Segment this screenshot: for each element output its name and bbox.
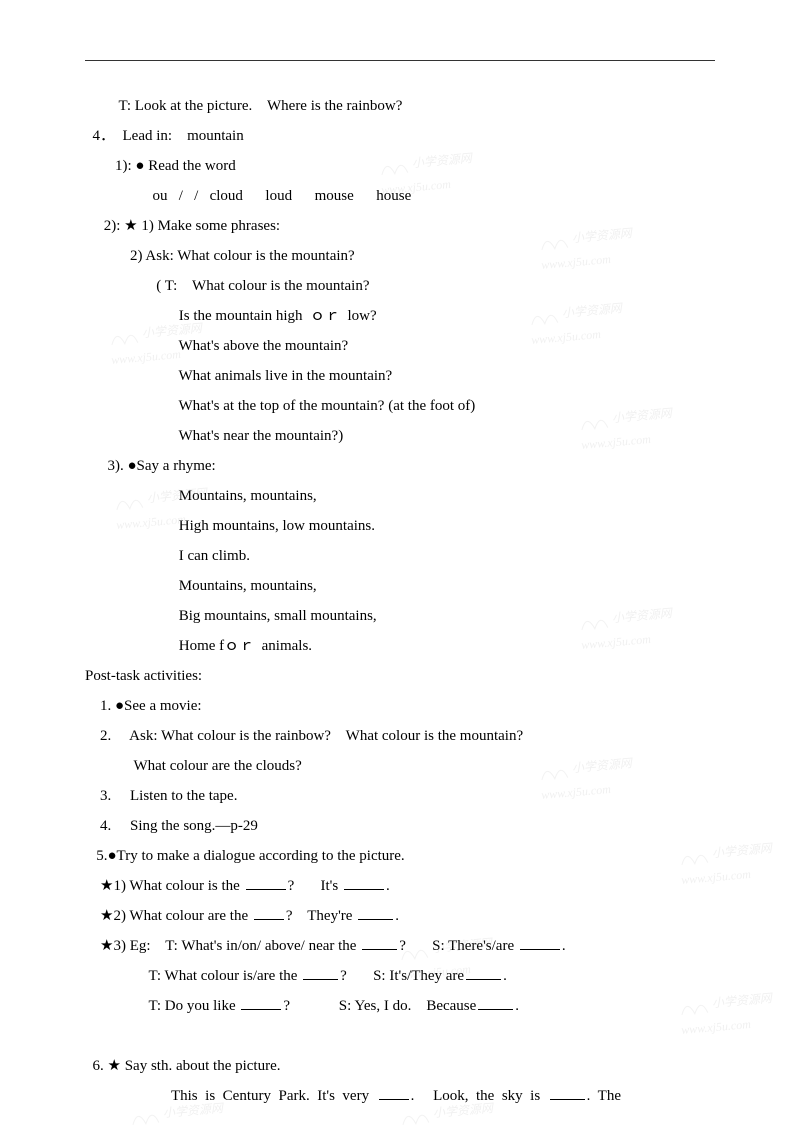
content-line: Mountains, mountains, — [85, 571, 715, 601]
top-border — [85, 60, 715, 61]
blank-fill — [254, 919, 284, 920]
blank-fill — [303, 979, 338, 980]
text-segment: . The — [587, 1088, 621, 1104]
content-line: Home fｏｒ animals. — [85, 631, 715, 661]
text-segment: ? S: There's/are — [399, 938, 518, 954]
text-segment: ? S: It's/They are — [340, 968, 464, 984]
text-segment: . Look, the sky is — [411, 1088, 548, 1104]
content-line: ★2) What colour are the ? They're . — [85, 901, 715, 931]
content-line: 1): ● Read the word — [85, 151, 715, 181]
content-line: T: Look at the picture. Where is the rai… — [85, 91, 715, 121]
content-line: 4. Sing the song.—p-29 — [85, 811, 715, 841]
text-segment: T: Do you like — [85, 998, 239, 1014]
content-line: 2. Ask: What colour is the rainbow? What… — [85, 721, 715, 751]
text-segment: . — [515, 998, 519, 1014]
content-line: 4． Lead in: mountain — [85, 121, 715, 151]
blank-fill — [520, 949, 560, 950]
text-segment: ★3) Eg: T: What's in/on/ above/ near the — [85, 938, 360, 954]
content-line: This is Century Park. It's very . Look, … — [85, 1081, 715, 1111]
content-line: T: What colour is/are the ? S: It's/They… — [85, 961, 715, 991]
text-segment: ★2) What colour are the — [85, 908, 252, 924]
content-line: 3). ●Say a rhyme: — [85, 451, 715, 481]
text-segment: ? It's — [288, 878, 342, 894]
content-line: 2) Ask: What colour is the mountain? — [85, 241, 715, 271]
content-line: 6. ★ Say sth. about the picture. — [85, 1051, 715, 1081]
content-line: Big mountains, small mountains, — [85, 601, 715, 631]
text-segment: . — [503, 968, 507, 984]
content-line: What's near the mountain?) — [85, 421, 715, 451]
content-line: High mountains, low mountains. — [85, 511, 715, 541]
section-heading: Post-task activities: — [85, 661, 715, 691]
blank-fill — [550, 1099, 585, 1100]
content-line: ou / / cloud loud mouse house — [85, 181, 715, 211]
blank-fill — [241, 1009, 281, 1010]
text-segment: ? They're — [286, 908, 356, 924]
content-line: Mountains, mountains, — [85, 481, 715, 511]
content-line: ( T: What colour is the mountain? — [85, 271, 715, 301]
watermark-text: 小学资源网 — [711, 991, 772, 1010]
content-line: 1. ●See a movie: — [85, 691, 715, 721]
text-segment: This is Century Park. It's very — [85, 1088, 377, 1104]
content-line: ★1) What colour is the ? It's . — [85, 871, 715, 901]
text-segment: . — [386, 878, 390, 894]
watermark-text: 小学资源网 — [711, 841, 772, 860]
text-segment: . — [395, 908, 399, 924]
content-line — [85, 1021, 715, 1051]
blank-fill — [344, 889, 384, 890]
content-line: 2): ★ 1) Make some phrases: — [85, 211, 715, 241]
text-segment: T: What colour is/are the — [85, 968, 301, 984]
text-segment: ? S: Yes, I do. Because — [283, 998, 476, 1014]
blank-fill — [362, 949, 397, 950]
content-line: 3. Listen to the tape. — [85, 781, 715, 811]
content-line: T: Do you like ? S: Yes, I do. Because. — [85, 991, 715, 1021]
content-line: 5.●Try to make a dialogue according to t… — [85, 841, 715, 871]
content-line: ★3) Eg: T: What's in/on/ above/ near the… — [85, 931, 715, 961]
content-line: What's at the top of the mountain? (at t… — [85, 391, 715, 421]
content-line: What colour are the clouds? — [85, 751, 715, 781]
blank-fill — [358, 919, 393, 920]
text-segment: . — [562, 938, 566, 954]
content-line: What animals live in the mountain? — [85, 361, 715, 391]
content-line: I can climb. — [85, 541, 715, 571]
content-line: Is the mountain high ｏｒ low? — [85, 301, 715, 331]
blank-fill — [478, 1009, 513, 1010]
blank-fill — [246, 889, 286, 890]
content-line: What's above the mountain? — [85, 331, 715, 361]
blank-fill — [466, 979, 501, 980]
blank-fill — [379, 1099, 409, 1100]
text-segment: ★1) What colour is the — [85, 878, 244, 894]
